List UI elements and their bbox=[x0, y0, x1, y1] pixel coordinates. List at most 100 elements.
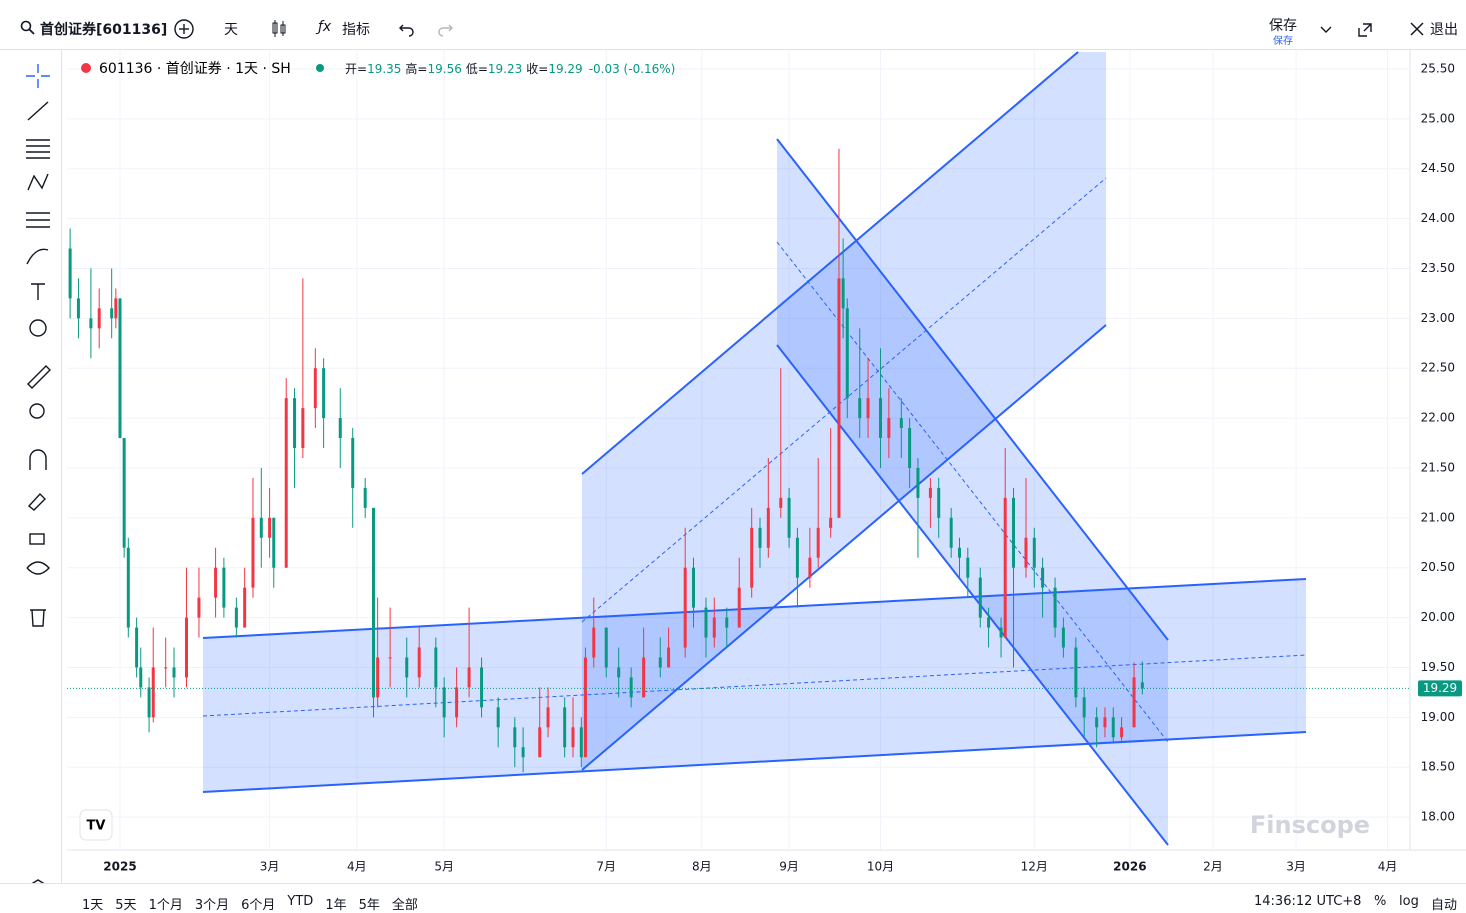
range-button[interactable]: 全部 bbox=[391, 898, 418, 913]
crosshair-tool[interactable] bbox=[26, 64, 50, 88]
symbol-logo bbox=[81, 63, 91, 73]
candle-body bbox=[301, 408, 305, 449]
candle-body bbox=[110, 308, 114, 319]
candle-body bbox=[642, 657, 646, 698]
x-tick-label: 5月 bbox=[434, 860, 454, 874]
x-tick-label: 4月 bbox=[1378, 860, 1398, 874]
candle-body bbox=[692, 567, 696, 608]
channel-line[interactable] bbox=[581, 51, 1079, 475]
x-tick-label: 12月 bbox=[1021, 860, 1048, 874]
x-tick-label: 4月 bbox=[347, 860, 367, 874]
fullscreen[interactable] bbox=[1357, 22, 1373, 38]
range-button[interactable]: YTD bbox=[287, 894, 314, 909]
candle-body bbox=[135, 627, 139, 668]
range-button[interactable]: 6个月 bbox=[241, 898, 276, 913]
channel-line[interactable] bbox=[776, 344, 1169, 846]
candle-body bbox=[841, 278, 845, 309]
candle-body bbox=[999, 627, 1003, 638]
lock-drawing-tool[interactable] bbox=[27, 492, 46, 511]
magnet-tool[interactable] bbox=[29, 449, 47, 470]
search-icon bbox=[20, 20, 35, 35]
y-tick-label: 24.50 bbox=[1421, 161, 1455, 175]
candle-body bbox=[147, 687, 151, 718]
candle-body bbox=[916, 467, 920, 498]
exit-button[interactable]: 退出 bbox=[1430, 22, 1458, 38]
zoom-tool[interactable] bbox=[29, 403, 45, 419]
candle-body bbox=[571, 727, 575, 748]
save-menu[interactable] bbox=[1320, 25, 1332, 35]
candle-body bbox=[372, 507, 376, 698]
trend-line-tool[interactable] bbox=[27, 101, 49, 121]
channel-line[interactable] bbox=[581, 324, 1107, 771]
candle-body bbox=[222, 567, 226, 608]
channel-line[interactable] bbox=[776, 138, 1169, 641]
candle-body bbox=[272, 517, 276, 568]
fx-icon: ƒx bbox=[318, 19, 332, 35]
y-tick-label: 18.00 bbox=[1421, 810, 1455, 824]
ohlc-change: -0.03 (-0.16%) bbox=[589, 62, 676, 76]
save-sub: 保存 bbox=[1273, 36, 1293, 47]
range-button[interactable]: 5年 bbox=[358, 898, 380, 913]
candle-body bbox=[480, 667, 484, 708]
channel-fill bbox=[203, 579, 1306, 792]
hide-tool[interactable] bbox=[26, 561, 50, 575]
range-button[interactable]: 3个月 bbox=[194, 898, 230, 913]
range-button[interactable]: 1个月 bbox=[148, 898, 183, 913]
candle-body bbox=[879, 398, 883, 439]
candle-body bbox=[68, 248, 72, 299]
fib-tool[interactable] bbox=[26, 139, 50, 159]
symbol-button[interactable]: 首创证券[601136] bbox=[40, 22, 168, 38]
close-icon[interactable] bbox=[1410, 22, 1424, 36]
candle-body bbox=[829, 517, 833, 528]
ohlc-value: 19.29 bbox=[548, 62, 582, 76]
channel-line[interactable] bbox=[202, 578, 1307, 639]
range-button[interactable]: 5天 bbox=[115, 898, 137, 913]
lock-tool[interactable] bbox=[29, 533, 45, 545]
chart-type-icon[interactable] bbox=[270, 19, 288, 39]
redo[interactable] bbox=[436, 21, 454, 37]
ohlc-label: 高= bbox=[405, 61, 427, 76]
candle-body bbox=[513, 727, 517, 748]
x-tick-label: 10月 bbox=[867, 860, 894, 874]
candle-body bbox=[658, 657, 662, 668]
range-button[interactable]: 1天 bbox=[82, 898, 104, 913]
candle-body bbox=[546, 707, 550, 728]
ohlc-label: 低= bbox=[466, 62, 488, 76]
interval-button[interactable]: 天 bbox=[224, 22, 238, 38]
candle-body bbox=[766, 507, 770, 548]
candle-body bbox=[583, 657, 587, 758]
auto-toggle[interactable]: 自动 bbox=[1431, 898, 1458, 913]
candle-body bbox=[957, 547, 961, 558]
forecast-tool[interactable] bbox=[26, 212, 50, 228]
candle-body bbox=[322, 368, 326, 419]
y-tick-label: 24.00 bbox=[1421, 211, 1455, 225]
candle-body bbox=[76, 298, 80, 319]
candle-body bbox=[455, 687, 459, 718]
log-toggle[interactable]: log bbox=[1399, 894, 1419, 909]
pattern-tool[interactable] bbox=[27, 173, 49, 191]
candle-body bbox=[787, 497, 791, 538]
undo[interactable] bbox=[398, 21, 416, 37]
candle-body bbox=[338, 418, 342, 439]
candle-body bbox=[1053, 587, 1057, 628]
emoji-tool[interactable] bbox=[29, 319, 47, 337]
x-tick-label: 8月 bbox=[692, 860, 712, 874]
candle-body bbox=[363, 487, 367, 508]
indicators-button[interactable]: 指标 bbox=[342, 22, 370, 38]
candle-body bbox=[293, 398, 297, 449]
add-symbol[interactable] bbox=[173, 18, 195, 40]
percent-toggle[interactable]: % bbox=[1374, 894, 1387, 909]
candle-body bbox=[604, 627, 608, 668]
channel-line[interactable] bbox=[202, 731, 1307, 793]
brush-tool[interactable] bbox=[26, 248, 49, 265]
delete-tool[interactable] bbox=[30, 609, 46, 627]
text-tool[interactable] bbox=[31, 283, 45, 300]
ruler-tool[interactable] bbox=[27, 365, 51, 389]
save-button[interactable]: 保存 bbox=[1269, 18, 1297, 34]
range-button[interactable]: 1年 bbox=[325, 898, 347, 913]
y-tick-label: 25.50 bbox=[1421, 61, 1455, 75]
x-tick-label: 2025 bbox=[103, 860, 136, 874]
candle-body bbox=[737, 587, 741, 628]
bottom-toolbar: 1天 5天 1个月 3个月 6个月 YTD 1年 5年 全部 14:36:12 UTC+8 % … bbox=[0, 883, 1466, 913]
